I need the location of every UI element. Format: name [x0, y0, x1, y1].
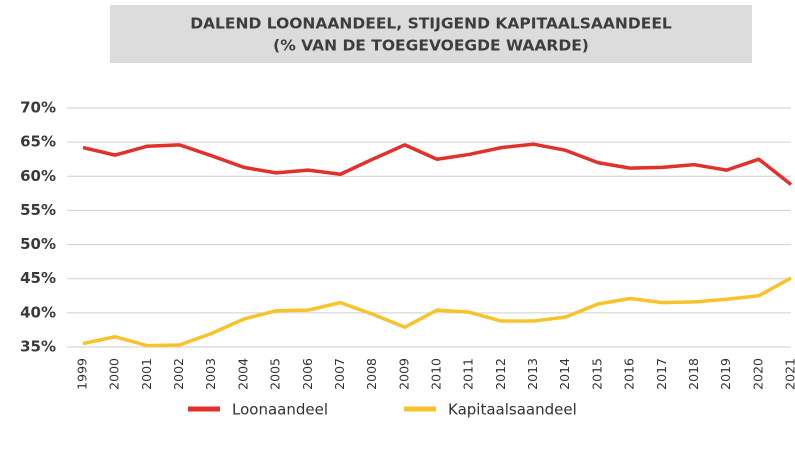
x-tick-label: 1999: [75, 358, 90, 390]
y-tick-label: 35%: [20, 338, 56, 356]
legend-label: Loonaandeel: [232, 401, 328, 419]
y-tick-label: 60%: [20, 167, 56, 185]
x-tick-label: 2010: [429, 358, 444, 390]
x-tick-label: 2017: [654, 358, 669, 390]
chart-title: DALEND LOONAANDEEL, STIJGEND KAPITAALSAA…: [190, 15, 672, 33]
x-tick-label: 2003: [203, 358, 218, 390]
x-tick-label: 2021: [783, 358, 795, 390]
y-tick-label: 65%: [20, 133, 56, 151]
line: [82, 276, 792, 348]
x-tick-label: 2008: [364, 358, 379, 390]
legend-label: Kapitaalsaandeel: [448, 401, 577, 419]
x-tick-label: 2016: [622, 358, 637, 390]
x-tick-label: 2007: [332, 358, 347, 390]
x-tick-label: 2011: [461, 358, 476, 390]
x-tick-label: 2020: [750, 358, 765, 390]
x-tick-label: 2018: [686, 358, 701, 390]
x-tick-label: 2005: [268, 358, 283, 390]
y-tick-label: 40%: [20, 303, 56, 321]
x-tick-label: 2014: [557, 358, 572, 390]
chart-subtitle: (% VAN DE TOEGEVOEGDE WAARDE): [273, 37, 589, 55]
x-tick-label: 2015: [589, 358, 604, 390]
x-tick-label: 2002: [171, 358, 186, 390]
x-tick-label: 2012: [493, 358, 508, 390]
x-tick-label: 2006: [300, 358, 315, 390]
y-tick-label: 50%: [20, 235, 56, 253]
x-tick-label: 2000: [107, 358, 122, 390]
line: [82, 142, 793, 186]
y-tick-label: 55%: [20, 201, 56, 219]
x-tick-label: 2009: [396, 358, 411, 390]
y-tick-label: 70%: [20, 99, 56, 117]
x-tick-label: 2019: [718, 358, 733, 390]
x-tick-label: 2004: [235, 358, 250, 390]
title-box: [110, 5, 752, 63]
y-tick-label: 45%: [20, 269, 56, 287]
x-tick-label: 2001: [139, 358, 154, 390]
x-tick-label: 2013: [525, 358, 540, 390]
